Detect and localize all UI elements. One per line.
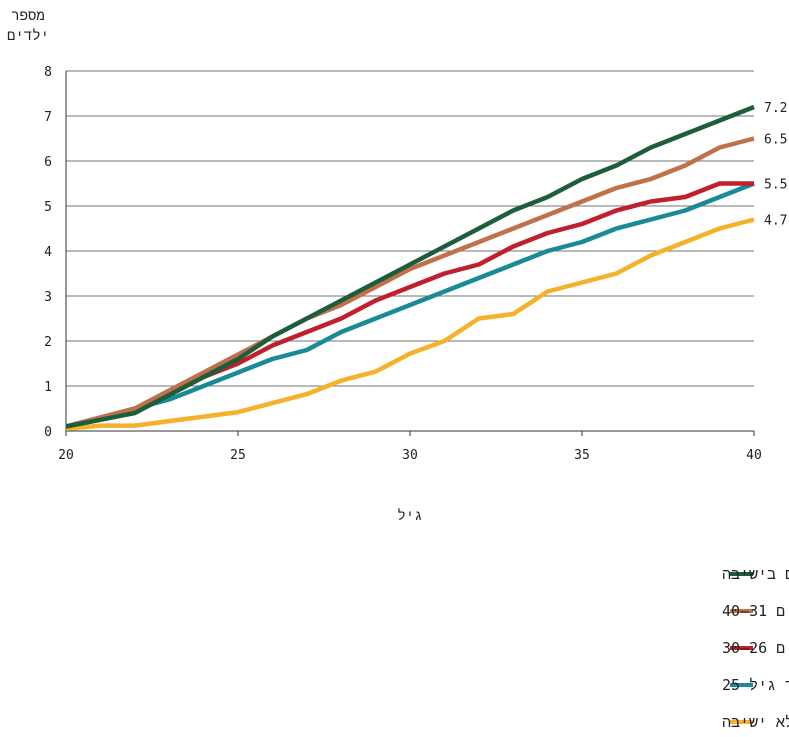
axes: 0 1 2 3 4 5 6 7 8 20 25 30 35 40 [44, 65, 762, 463]
y-tick-label: 3 [44, 290, 52, 305]
x-tick-label: 30 [402, 448, 418, 463]
x-tick-label: 35 [574, 448, 590, 463]
x-axis-label: גיל [397, 508, 422, 524]
y-tick-label: 7 [44, 110, 52, 125]
end-value-label: 4.7 [764, 214, 787, 229]
legend-entry: לומדים בישיבה [722, 565, 789, 583]
end-value-label: 5.5 [764, 178, 787, 193]
y-axis-label: מספר ילדים [7, 8, 49, 44]
end-labels: 7.2 6.5 5.5 4.7 [764, 101, 787, 229]
y-tick-label: 2 [44, 335, 52, 350]
series-line-5 [65, 217, 755, 432]
x-tick-label: 20 [58, 448, 74, 463]
y-tick-label: 6 [44, 155, 52, 170]
x-tick-label: 40 [746, 448, 762, 463]
y-axis-label-line: מספר [11, 8, 45, 24]
y-tick-label: 5 [44, 200, 52, 215]
legend-label: עזבו בגילים 31–40 [722, 602, 789, 620]
y-tick-label: 1 [44, 380, 52, 395]
legend-label: עזבו עד גיל 25 [722, 676, 789, 694]
end-value-label: 7.2 [764, 101, 787, 116]
y-tick-label: 4 [44, 245, 52, 260]
legend-label: לומדים בישיבה [722, 565, 789, 583]
legend-entry: עזבו בגילים 26–30 [722, 639, 789, 657]
legend-label: עזבו בגילים 26–30 [722, 639, 789, 657]
series-line-2 [65, 136, 755, 429]
legend-entry: עזבו בגילים 31–40 [722, 602, 789, 620]
y-tick-label: 0 [44, 425, 52, 440]
legend-label: ללא ישיבה [722, 713, 789, 731]
y-tick-label: 8 [44, 65, 52, 80]
series-layer [65, 104, 755, 432]
legend: לומדים בישיבה עזבו בגילים 31–40 עזבו בגילי… [722, 565, 789, 731]
end-value-label: 6.5 [764, 133, 787, 148]
series-line-1 [65, 104, 755, 429]
legend-entry: ללא ישיבה [722, 713, 789, 731]
series-line-4 [65, 181, 755, 429]
x-tick-label: 25 [230, 448, 246, 463]
y-axis-label-line: ילדים [7, 28, 49, 44]
legend-entry: עזבו עד גיל 25 [722, 676, 789, 694]
grid-lines [66, 70, 754, 387]
